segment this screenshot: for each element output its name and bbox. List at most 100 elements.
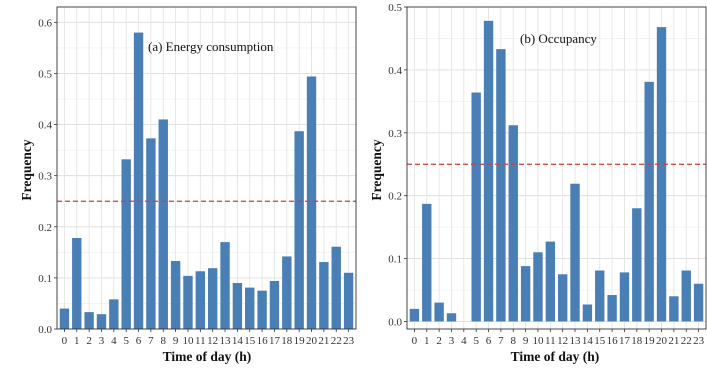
panel-a-bar-17 <box>269 280 280 329</box>
panel-a-x-tick-label: 5 <box>123 335 129 347</box>
panel-b-x-tick-label: 7 <box>498 335 504 347</box>
panel-a-y-tick-label: 0.3 <box>38 171 52 183</box>
panel-a-x-tick-label: 12 <box>207 335 218 347</box>
panel-a-bar-0 <box>59 308 70 329</box>
panel-a-bar-22 <box>331 246 341 329</box>
panel-a-x-tick-label: 15 <box>244 335 256 347</box>
panel-b-bar-13 <box>570 183 580 322</box>
panel-a-bar-9 <box>170 261 181 329</box>
panel-b-x-tick-label: 2 <box>436 335 442 347</box>
panel-a-bar-10 <box>183 275 193 329</box>
panel-b-bar-16 <box>607 295 617 322</box>
panel-b-y-axis-title: Frequency <box>369 139 384 200</box>
panel-a-bar-21 <box>319 262 329 329</box>
panel-b-bar-0 <box>409 308 420 322</box>
panel-a-x-tick-label: 11 <box>195 335 206 347</box>
panel-a-bars <box>59 32 354 330</box>
panel-a-bar-7 <box>146 138 156 329</box>
panel-b-y-tick-label: 0.3 <box>388 128 402 140</box>
panel-a-x-tick-label: 18 <box>281 335 293 347</box>
panel-a-x-tick-label: 0 <box>62 335 68 347</box>
panel-b-x-tick-label: 1 <box>424 335 430 347</box>
panel-b-x-tick-label: 8 <box>511 335 517 347</box>
panel-b-bar-18 <box>632 208 642 322</box>
panel-b-x-tick-label: 18 <box>631 335 643 347</box>
panel-b-bar-23 <box>693 283 704 322</box>
panel-a-bar-16 <box>257 290 267 329</box>
panel-b-bar-9 <box>520 266 531 322</box>
panel-a-x-tick-label: 2 <box>86 335 92 347</box>
panel-a-bar-23 <box>343 272 354 329</box>
panel-b-bars <box>409 20 704 322</box>
panel-b-grid <box>407 6 706 329</box>
panel-b-x-tick-label: 11 <box>545 335 556 347</box>
panel-b-y-ticks: 0.0 0.1 0.2 0.3 0.4 0.5 <box>388 2 407 328</box>
panel-b-bar-8 <box>508 125 518 322</box>
panel-a-bar-1 <box>72 238 82 329</box>
panel-b-y-tick-label: 0.0 <box>388 316 402 328</box>
panel-a-x-tick-label: 13 <box>220 335 232 347</box>
panel-a-y-tick-label: 0.0 <box>38 324 52 336</box>
panel-a-y-ticks: 0.0 0.1 0.2 0.3 0.4 0.5 0.6 <box>38 17 57 336</box>
panel-a-bar-2 <box>84 312 94 329</box>
panel-b-x-tick-label: 19 <box>644 335 656 347</box>
panel-a-x-tick-label: 6 <box>136 335 142 347</box>
panel-a-plot-area <box>57 7 356 329</box>
panel-b-bar-7 <box>496 49 506 322</box>
panel-b-bar-5 <box>471 92 481 322</box>
panel-a-bar-8 <box>158 119 168 329</box>
panel-a-y-tick-label: 0.6 <box>38 17 52 29</box>
panel-a-x-tick-label: 22 <box>331 335 342 347</box>
panel-a-x-tick-label: 16 <box>257 335 269 347</box>
panel-a-y-axis-title: Frequency <box>19 139 34 200</box>
panel-b-bar-19 <box>644 81 654 322</box>
panel-a-x-tick-label: 20 <box>306 335 318 347</box>
panel-a-x-tick-label: 4 <box>111 335 117 347</box>
panel-a-x-tick-label: 1 <box>74 335 80 347</box>
panel-b-x-tick-label: 13 <box>570 335 582 347</box>
panel-a-x-tick-label: 17 <box>269 335 281 347</box>
panel-b-x-tick-label: 17 <box>619 335 631 347</box>
panel-b-x-tick-label: 6 <box>486 335 492 347</box>
panel-a-bar-5 <box>121 159 131 329</box>
panel-a-bar-12 <box>207 268 218 329</box>
panel-a-y-tick-label: 0.1 <box>38 273 52 285</box>
panel-b-bar-10 <box>533 252 543 322</box>
panel-a-y-tick-label: 0.5 <box>38 68 52 80</box>
panel-b-bar-6 <box>483 20 494 322</box>
panel-a-bar-14 <box>232 283 243 329</box>
panel-b-x-tick-label: 4 <box>461 335 467 347</box>
panel-b-bar-12 <box>557 274 568 322</box>
panel-a-bar-6 <box>133 32 144 330</box>
panel-b-plot-area <box>407 7 706 329</box>
panel-b-x-tick-label: 20 <box>656 335 668 347</box>
panel-a-x-tick-label: 9 <box>173 335 179 347</box>
panel-b-bar-1 <box>422 203 432 322</box>
panel-a-bar-13 <box>220 242 230 329</box>
panel-b-bar-17 <box>619 272 630 322</box>
panel-a-y-tick-label: 0.4 <box>38 120 52 132</box>
panel-a-frame <box>56 6 357 330</box>
panel-b-x-tick-label: 15 <box>594 335 606 347</box>
panel-a-x-tick-label: 3 <box>99 335 105 347</box>
panel-b-bar-11 <box>545 241 556 322</box>
panel-a-x-tick-label: 23 <box>343 335 355 347</box>
panel-b-x-tick-label: 16 <box>607 335 619 347</box>
panel-a-bar-11 <box>195 271 206 329</box>
panel-b-y-tick-label: 0.4 <box>388 65 402 77</box>
panel-a-bar-18 <box>282 256 292 329</box>
panel-b-x-tick-label: 12 <box>557 335 568 347</box>
panel-energy-consumption: 0.00.10.20.30.40.50.6 0 1 2 3 4 5 6 7 8 9 10 11 12 13… <box>19 6 357 364</box>
panel-b-bar-21 <box>669 296 679 322</box>
panel-occupancy: 0.00.10.20.30.40.5 0 1 2 3 4 5 6 7 8 9 10 11 12 13 14 1… <box>369 2 707 364</box>
panel-a-x-tick-label: 8 <box>161 335 167 347</box>
panel-b-x-axis-title: Time of day (h) <box>511 349 600 364</box>
panel-b-title: (b) Occupancy <box>520 31 597 46</box>
panel-b-x-tick-label: 0 <box>412 335 418 347</box>
panel-a-bar-4 <box>109 299 119 329</box>
panel-b-x-tick-label: 10 <box>532 335 544 347</box>
panel-a-bar-20 <box>306 76 317 329</box>
panel-a-x-tick-label: 19 <box>294 335 306 347</box>
panel-b-bar-22 <box>681 270 691 322</box>
